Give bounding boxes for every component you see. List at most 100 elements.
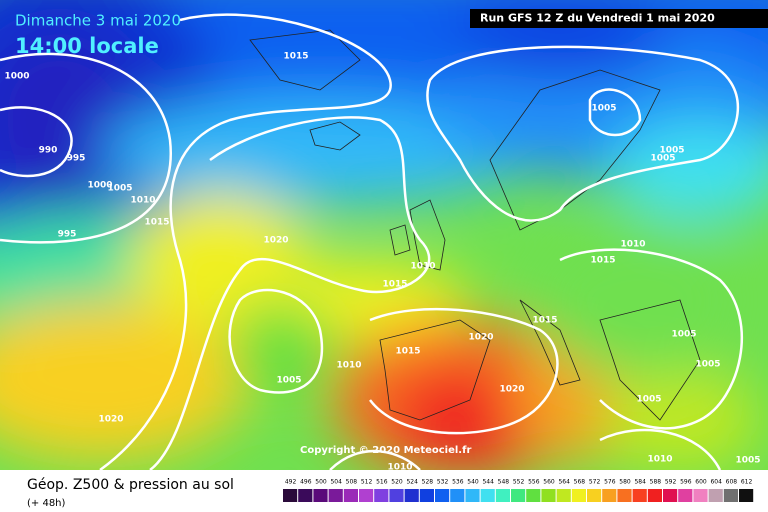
scale-label: 492 xyxy=(285,479,297,486)
scale-swatch xyxy=(723,489,738,502)
scale-swatch xyxy=(693,489,708,502)
field xyxy=(0,0,768,470)
isobars xyxy=(0,13,743,470)
scale-label: 516 xyxy=(376,479,388,486)
isobar-label: 1005 xyxy=(659,146,684,156)
scale-label: 560 xyxy=(543,479,555,486)
scale-swatch xyxy=(541,489,556,502)
scale-swatch xyxy=(526,489,541,502)
scale-label: 528 xyxy=(422,479,434,486)
scale-label: 544 xyxy=(482,479,494,486)
isobar-label: 1005 xyxy=(671,330,696,340)
scale-label: 496 xyxy=(300,479,312,486)
isobar-label: 1000 xyxy=(4,72,29,82)
isobar-label: 1010 xyxy=(647,455,672,465)
scale-swatch xyxy=(511,489,526,502)
scale-swatch xyxy=(298,489,313,502)
isobar-label: 1010 xyxy=(336,361,361,371)
scale-swatch xyxy=(389,489,404,502)
scale-label: 564 xyxy=(558,479,570,486)
forecast-time: 14:00 locale xyxy=(15,34,159,58)
scale-swatch xyxy=(283,489,298,502)
scale-label: 524 xyxy=(406,479,418,486)
isobar-labels: 1000990995100010051010101599510151020101… xyxy=(4,52,760,473)
color-scale: 492 496 500 504 508 512 516 520 524 528 532 536 540 5… xyxy=(283,479,754,502)
scale-label: 508 xyxy=(346,479,358,486)
scale-swatch xyxy=(556,489,571,502)
isobar-label: 1005 xyxy=(591,104,616,114)
isobar-label: 1015 xyxy=(283,52,308,62)
isobar-label: 1005 xyxy=(636,395,661,405)
scale-swatch xyxy=(739,489,754,502)
scale-label: 552 xyxy=(513,479,525,486)
scale-label: 556 xyxy=(528,479,540,486)
isobar-label: 1010 xyxy=(620,240,645,250)
scale-swatch xyxy=(343,489,358,502)
isobar-label: 1000 xyxy=(87,181,112,191)
scale-swatch xyxy=(450,489,465,502)
footer-title: Géop. Z500 & pression au sol xyxy=(27,477,234,493)
scale-label: 600 xyxy=(695,479,707,486)
isobar-label: 1015 xyxy=(144,218,169,228)
scale-swatch xyxy=(313,489,328,502)
scale-label: 612 xyxy=(741,479,753,486)
scale-label: 504 xyxy=(330,479,342,486)
scale-label: 500 xyxy=(315,479,327,486)
isobar-label: 1020 xyxy=(98,415,123,425)
run-info: Run GFS 12 Z du Vendredi 1 mai 2020 xyxy=(480,12,715,25)
scale-swatch xyxy=(435,489,450,502)
coastlines xyxy=(249,29,701,421)
isobar-label: 995 xyxy=(67,154,86,164)
isobar-label: 1005 xyxy=(276,376,301,386)
isobar-label: 1005 xyxy=(107,184,132,194)
isobar-label: 1015 xyxy=(532,316,557,326)
scale-swatch xyxy=(587,489,602,502)
scale-label: 520 xyxy=(391,479,403,486)
isobar-label: 1015 xyxy=(395,347,420,357)
scale-label: 604 xyxy=(710,479,722,486)
scale-label: 512 xyxy=(361,479,373,486)
footer-lead: (+ 48h) xyxy=(27,498,66,509)
scale-swatch xyxy=(465,489,480,502)
isobar-label: 1010 xyxy=(130,196,155,206)
scale-swatch xyxy=(480,489,495,502)
scale-swatch xyxy=(359,489,374,502)
isobar-label: 1015 xyxy=(590,256,615,266)
scale-label: 572 xyxy=(589,479,601,486)
scale-label: 588 xyxy=(650,479,662,486)
isobar-label: 1020 xyxy=(263,236,288,246)
isobar-label: 1005 xyxy=(650,154,675,164)
scale-label: 536 xyxy=(452,479,464,486)
scale-swatch xyxy=(678,489,693,502)
scale-label: 608 xyxy=(726,479,738,486)
scale-swatch xyxy=(404,489,419,502)
isobar-label: 1005 xyxy=(735,456,760,466)
scale-label: 592 xyxy=(665,479,677,486)
scale-swatch xyxy=(419,489,434,502)
scale-swatch xyxy=(328,489,343,502)
isobar-label: 1015 xyxy=(382,280,407,290)
scale-label: 568 xyxy=(574,479,586,486)
scale-label: 576 xyxy=(604,479,616,486)
run-banner xyxy=(470,9,768,28)
scale-swatch xyxy=(708,489,723,502)
isobar-label: 1020 xyxy=(468,333,493,343)
scale-swatch xyxy=(617,489,632,502)
scale-swatch xyxy=(571,489,586,502)
scale-label: 584 xyxy=(634,479,646,486)
scale-label: 596 xyxy=(680,479,692,486)
forecast-date: Dimanche 3 mai 2020 xyxy=(15,12,181,30)
isobar-label: 995 xyxy=(58,230,77,240)
isobar-label: 1010 xyxy=(410,262,435,272)
copyright: Copyright © 2020 Meteociel.fr xyxy=(300,445,471,456)
scale-label: 580 xyxy=(619,479,631,486)
isobar-label: 1020 xyxy=(499,385,524,395)
isobar-label: 1010 xyxy=(387,463,412,473)
scale-swatch xyxy=(632,489,647,502)
scale-swatch xyxy=(374,489,389,502)
scale-swatch xyxy=(647,489,662,502)
isobar-label: 1005 xyxy=(695,360,720,370)
scale-label: 540 xyxy=(467,479,479,486)
scale-label: 532 xyxy=(437,479,449,486)
